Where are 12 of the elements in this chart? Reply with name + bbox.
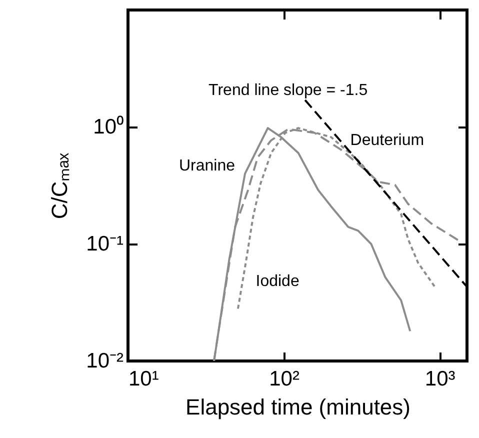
y-tick-label: 10⁻¹ <box>86 232 124 256</box>
y-tick-label: 10⁻² <box>86 350 124 372</box>
series-label: Trend line slope = -1.5 <box>208 82 368 100</box>
x-axis-title: Elapsed time (minutes) <box>186 394 410 420</box>
series-label: Deuterium <box>350 132 424 149</box>
y-tick-label: 10⁰ <box>93 116 124 138</box>
x-tick-label: 10¹ <box>128 368 159 390</box>
x-tick-label: 10² <box>269 368 300 390</box>
x-tick-label: 10³ <box>424 368 456 390</box>
y-axis-title: C/Cₘₐₓ <box>47 152 72 220</box>
series-label: Iodide <box>256 272 300 290</box>
series-label: Uranine <box>179 158 236 175</box>
